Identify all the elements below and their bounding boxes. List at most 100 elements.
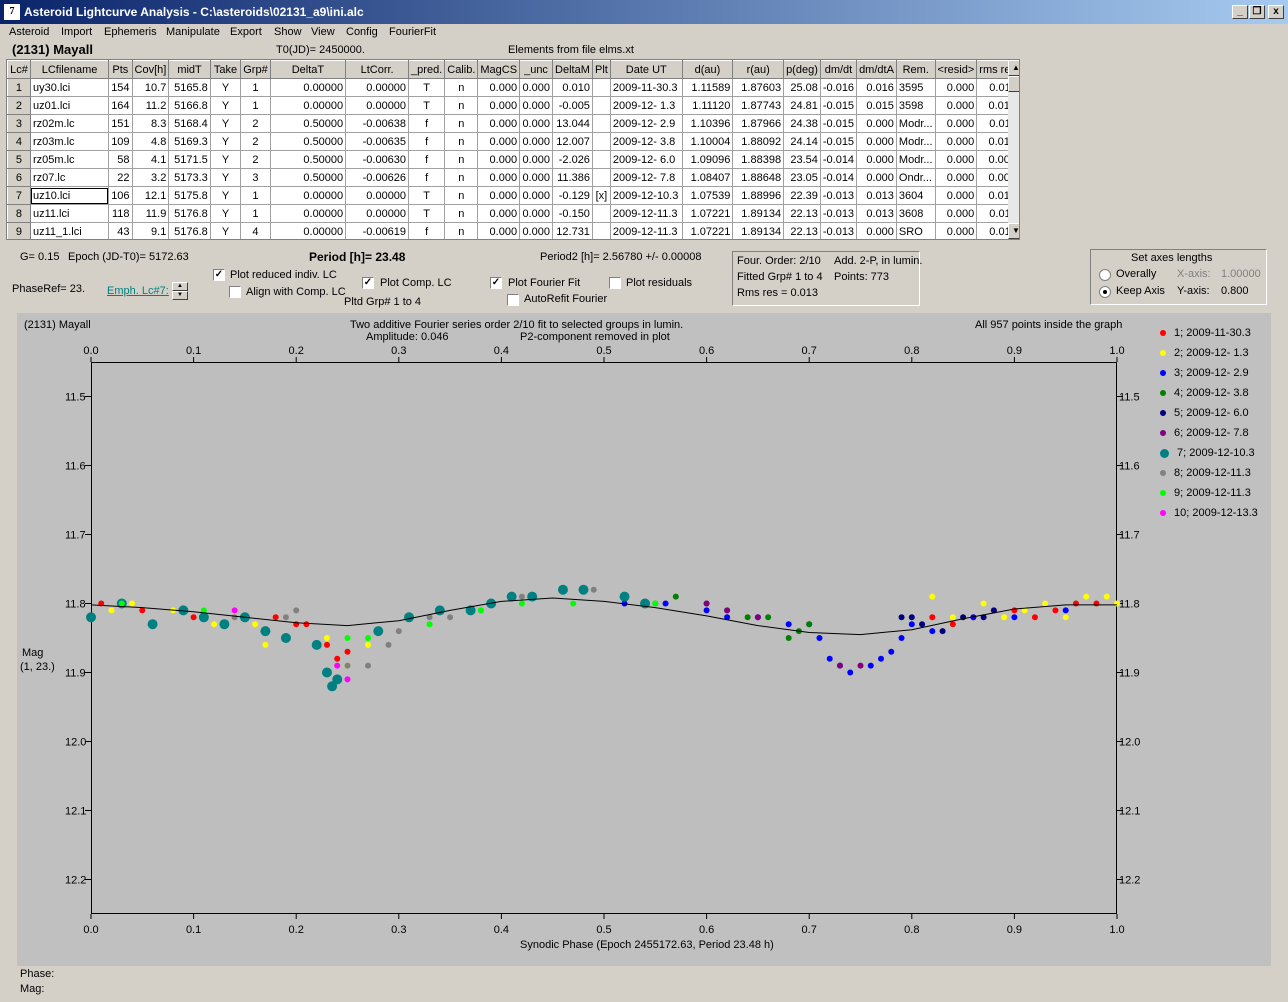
table-cell[interactable]: 10.7 [131, 78, 170, 97]
column-header[interactable]: Date UT [609, 60, 683, 79]
table-cell[interactable]: Modr... [895, 114, 936, 133]
table-cell[interactable]: 0.000 [856, 132, 897, 151]
table-cell[interactable]: 3604 [895, 186, 936, 205]
table-cell[interactable]: 9.1 [131, 222, 170, 239]
table-cell[interactable]: 164 [108, 96, 133, 115]
table-cell[interactable]: 0.00000 [345, 78, 410, 97]
table-cell[interactable]: 0.016 [856, 78, 897, 97]
table-row[interactable]: 6 rz07.lc 22 3.2 5173.3 Y 3 0.50000 -0.00626 f n 0.… [7, 168, 1019, 187]
column-header[interactable]: LCfilename [29, 60, 110, 79]
table-cell[interactable]: 0.000 [856, 222, 897, 239]
table-cell[interactable]: Y [209, 168, 242, 187]
menu-import[interactable]: Import [61, 26, 93, 38]
table-scrollbar[interactable]: ▲ ▼ [1008, 60, 1019, 239]
table-cell[interactable]: 0.000 [477, 114, 521, 133]
table-cell[interactable]: Y [209, 204, 242, 223]
row-number[interactable]: 6 [7, 168, 31, 187]
table-cell[interactable]: 3.2 [131, 168, 170, 187]
menu-fourierfit[interactable]: FourierFit [389, 26, 437, 38]
table-cell[interactable]: 1.11120 [681, 96, 734, 115]
table-cell[interactable]: f [408, 114, 446, 133]
plot-fourier-checkbox[interactable]: ✓ [490, 277, 502, 289]
table-cell[interactable]: f [408, 132, 446, 151]
table-cell[interactable]: 1.10004 [681, 132, 734, 151]
table-row[interactable]: 3 rz02m.lc 151 8.3 5168.4 Y 2 0.50000 -0.00638 f n… [7, 114, 1019, 133]
table-cell[interactable]: 0.00000 [269, 204, 347, 223]
table-cell[interactable]: 0.000 [519, 96, 553, 115]
table-cell[interactable]: 13.044 [551, 114, 593, 133]
minimize-button[interactable]: _ [1232, 5, 1248, 19]
column-header[interactable]: _unc [519, 60, 553, 79]
table-cell[interactable]: uy30.lci [29, 78, 110, 97]
column-header[interactable]: Rem. [895, 60, 936, 79]
table-cell[interactable]: 0.000 [934, 78, 978, 97]
table-cell[interactable]: f [408, 150, 446, 169]
column-header[interactable]: LtCorr. [345, 60, 410, 79]
table-cell[interactable]: 0.000 [934, 96, 978, 115]
table-cell[interactable]: 2 [240, 132, 271, 151]
table-cell[interactable]: 3595 [895, 78, 936, 97]
table-cell[interactable]: 2009-12-11.3 [609, 204, 683, 223]
table-cell[interactable]: 0.000 [519, 186, 553, 205]
table-cell[interactable]: 0.000 [519, 204, 553, 223]
table-cell[interactable]: T [408, 78, 446, 97]
table-cell[interactable]: 0.000 [934, 186, 978, 205]
table-cell[interactable]: 0.00000 [269, 78, 347, 97]
table-cell[interactable]: 151 [108, 114, 133, 133]
table-cell[interactable]: 12.007 [551, 132, 593, 151]
table-cell[interactable]: 0.000 [519, 222, 553, 239]
table-cell[interactable]: 1 [240, 78, 271, 97]
table-cell[interactable]: uz01.lci [29, 96, 110, 115]
table-cell[interactable]: n [444, 78, 479, 97]
column-header[interactable]: r(au) [732, 60, 785, 79]
table-cell[interactable]: 0.000 [519, 168, 553, 187]
autorefit-checkbox[interactable] [507, 294, 519, 306]
table-cell[interactable]: -0.016 [819, 78, 858, 97]
table-cell[interactable]: 0.000 [477, 132, 521, 151]
table-row[interactable]: 5 rz05m.lc 58 4.1 5171.5 Y 2 0.50000 -0.00630 f n 0… [7, 150, 1019, 169]
table-cell[interactable] [591, 222, 611, 239]
table-cell[interactable]: 154 [108, 78, 133, 97]
table-cell[interactable]: Y [209, 222, 242, 239]
table-cell[interactable]: f [408, 168, 446, 187]
table-cell[interactable]: 11.9 [131, 204, 170, 223]
table-cell[interactable]: 43 [108, 222, 133, 239]
table-cell[interactable]: 11.386 [551, 168, 593, 187]
table-cell[interactable]: 22 [108, 168, 133, 187]
table-cell[interactable] [591, 132, 611, 151]
table-cell[interactable]: 1 [240, 186, 271, 205]
table-cell[interactable]: 12.731 [551, 222, 593, 239]
table-cell[interactable]: 0.000 [934, 132, 978, 151]
table-row[interactable]: 4 rz03m.lc 109 4.8 5169.3 Y 2 0.50000 -0.00635 f n… [7, 132, 1019, 151]
table-cell[interactable]: 12.1 [131, 186, 170, 205]
table-cell[interactable]: rz03m.lc [29, 132, 110, 151]
table-cell[interactable]: 5176.8 [168, 222, 211, 239]
row-number[interactable]: 7 [7, 186, 31, 205]
table-cell[interactable]: 1.10396 [681, 114, 734, 133]
table-cell[interactable]: 1.89134 [732, 222, 785, 239]
table-cell[interactable]: 2009-12- 6.0 [609, 150, 683, 169]
table-cell[interactable]: 23.05 [783, 168, 821, 187]
table-cell[interactable]: Y [209, 78, 242, 97]
table-cell[interactable]: Modr... [895, 150, 936, 169]
table-cell[interactable]: Y [209, 114, 242, 133]
keep-axis-radio[interactable] [1099, 286, 1111, 298]
table-cell[interactable]: 0.000 [477, 168, 521, 187]
table-cell[interactable]: 1.87603 [732, 78, 785, 97]
table-cell[interactable]: 0.000 [477, 150, 521, 169]
table-cell[interactable]: T [408, 204, 446, 223]
table-cell[interactable]: 0.000 [856, 114, 897, 133]
table-cell[interactable]: uz10.lci [29, 186, 110, 205]
table-cell[interactable]: 2009-12- 2.9 [609, 114, 683, 133]
table-cell[interactable]: 1.88996 [732, 186, 785, 205]
yaxis-value[interactable]: 0.800 [1221, 285, 1249, 297]
table-cell[interactable]: -0.014 [819, 168, 858, 187]
table-cell[interactable]: rz02m.lc [29, 114, 110, 133]
table-cell[interactable]: -0.129 [551, 186, 593, 205]
table-cell[interactable]: 0.000 [856, 150, 897, 169]
table-cell[interactable]: 3598 [895, 96, 936, 115]
table-cell[interactable]: 5175.8 [168, 186, 211, 205]
table-cell[interactable]: 5169.3 [168, 132, 211, 151]
xaxis-value[interactable]: 1.00000 [1221, 268, 1261, 280]
